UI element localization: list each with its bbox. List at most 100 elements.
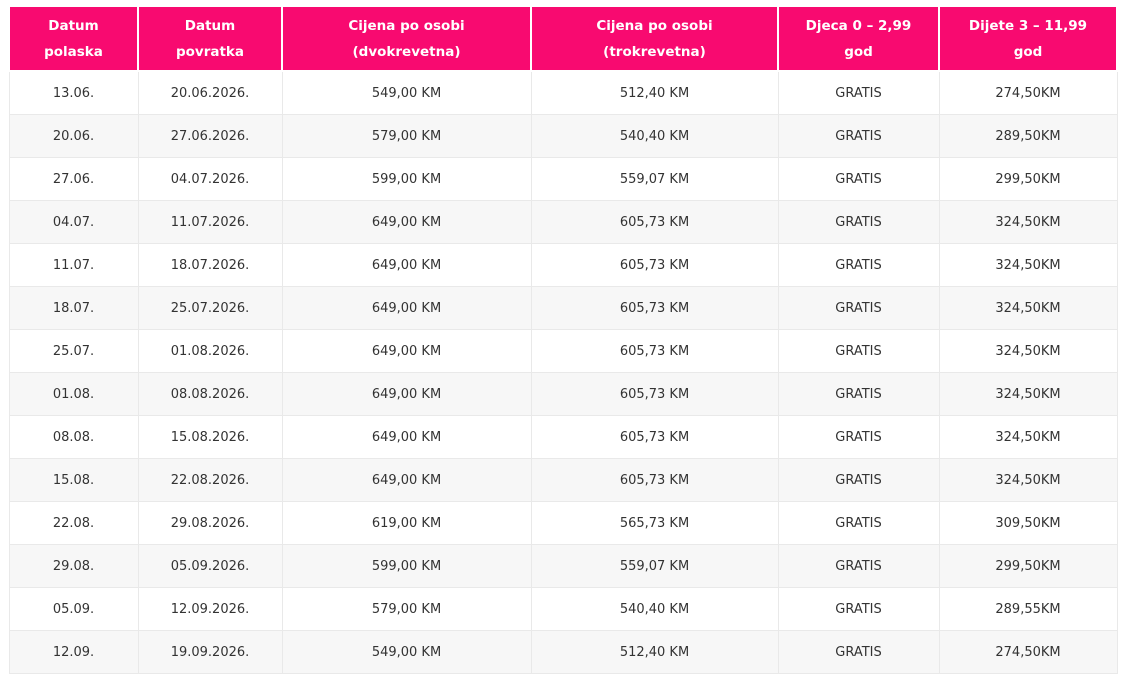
table-row: 05.09. 12.09.2026. 579,00 KM 540,40 KM GRATI… xyxy=(8,587,1118,631)
table-row: 29.08. 05.09.2026. 599,00 KM 559,07 KM GRATI… xyxy=(8,544,1118,588)
table-cell: 649,00 KM xyxy=(281,286,532,330)
table-row: 11.07. 18.07.2026. 649,00 KM 605,73 KM GRATI… xyxy=(8,243,1118,287)
table-cell: 27.06.2026. xyxy=(137,114,283,158)
table-cell: 289,55KM xyxy=(938,587,1118,631)
header-line: polaska xyxy=(44,43,103,60)
table-cell: GRATIS xyxy=(777,157,940,201)
table-body: 13.06. 20.06.2026. 549,00 KM 512,40 KM GRATI… xyxy=(8,70,1118,674)
table-row: 22.08. 29.08.2026. 619,00 KM 565,73 KM GRATI… xyxy=(8,501,1118,545)
header-line: Cijena po osobi xyxy=(596,17,713,34)
table-cell: GRATIS xyxy=(777,372,940,416)
table-cell: 25.07.2026. xyxy=(137,286,283,330)
table-cell: 579,00 KM xyxy=(281,587,532,631)
table-cell: 15.08. xyxy=(8,458,139,502)
table-cell: 18.07.2026. xyxy=(137,243,283,287)
table-cell: GRATIS xyxy=(777,544,940,588)
table-row: 08.08. 15.08.2026. 649,00 KM 605,73 KM GRATI… xyxy=(8,415,1118,459)
table-cell: 649,00 KM xyxy=(281,200,532,244)
table-cell: 512,40 KM xyxy=(530,630,779,674)
table-row: 27.06. 04.07.2026. 599,00 KM 559,07 KM GRATI… xyxy=(8,157,1118,201)
table-cell: 05.09. xyxy=(8,587,139,631)
table-cell: 324,50KM xyxy=(938,372,1118,416)
table-cell: 605,73 KM xyxy=(530,329,779,373)
table-cell: 274,50KM xyxy=(938,70,1118,115)
column-header-cijena-trokrevetna: Cijena po osobi (trokrevetna) xyxy=(530,5,779,72)
table-cell: 309,50KM xyxy=(938,501,1118,545)
table-cell: 29.08.2026. xyxy=(137,501,283,545)
table-cell: 274,50KM xyxy=(938,630,1118,674)
table-cell: 19.09.2026. xyxy=(137,630,283,674)
table-cell: 599,00 KM xyxy=(281,544,532,588)
table-row: 12.09. 19.09.2026. 549,00 KM 512,40 KM GRATI… xyxy=(8,630,1118,674)
table-cell: 549,00 KM xyxy=(281,630,532,674)
table-cell: GRATIS xyxy=(777,286,940,330)
table-row: 20.06. 27.06.2026. 579,00 KM 540,40 KM GRATI… xyxy=(8,114,1118,158)
table-cell: 15.08.2026. xyxy=(137,415,283,459)
table-cell: 299,50KM xyxy=(938,157,1118,201)
table-cell: 08.08.2026. xyxy=(137,372,283,416)
table-cell: 08.08. xyxy=(8,415,139,459)
table-cell: 01.08.2026. xyxy=(137,329,283,373)
table-cell: 649,00 KM xyxy=(281,415,532,459)
header-line: Djeca 0 – 2,99 xyxy=(805,17,912,34)
table-cell: GRATIS xyxy=(777,630,940,674)
column-header-datum-povratka: Datum povratka xyxy=(137,5,283,72)
table-cell: 599,00 KM xyxy=(281,157,532,201)
table-cell: GRATIS xyxy=(777,458,940,502)
table-cell: 27.06. xyxy=(8,157,139,201)
table-row: 25.07. 01.08.2026. 649,00 KM 605,73 KM GRATI… xyxy=(8,329,1118,373)
table-cell: 20.06. xyxy=(8,114,139,158)
table-cell: 13.06. xyxy=(8,70,139,115)
table-cell: 25.07. xyxy=(8,329,139,373)
table-row: 04.07. 11.07.2026. 649,00 KM 605,73 KM GRATI… xyxy=(8,200,1118,244)
table-cell: 20.06.2026. xyxy=(137,70,283,115)
table-cell: 18.07. xyxy=(8,286,139,330)
table-cell: 605,73 KM xyxy=(530,372,779,416)
table-cell: 324,50KM xyxy=(938,415,1118,459)
table-cell: 549,00 KM xyxy=(281,70,532,115)
header-line: god xyxy=(1013,43,1043,60)
table-cell: GRATIS xyxy=(777,501,940,545)
header-line: Datum xyxy=(48,17,99,34)
table-cell: 324,50KM xyxy=(938,243,1118,287)
table-cell: GRATIS xyxy=(777,70,940,115)
column-header-djeca-0-299: Djeca 0 – 2,99 god xyxy=(777,5,940,72)
table-cell: 565,73 KM xyxy=(530,501,779,545)
column-header-cijena-dvokrevetna: Cijena po osobi (dvokrevetna) xyxy=(281,5,532,72)
table-cell: GRATIS xyxy=(777,329,940,373)
table-cell: 04.07. xyxy=(8,200,139,244)
header-line: god xyxy=(844,43,873,60)
table-cell: 605,73 KM xyxy=(530,243,779,287)
table-cell: 559,07 KM xyxy=(530,157,779,201)
table-cell: 01.08. xyxy=(8,372,139,416)
header-line: povratka xyxy=(175,43,245,60)
table-cell: 22.08.2026. xyxy=(137,458,283,502)
table-cell: 289,50KM xyxy=(938,114,1118,158)
table-row: 01.08. 08.08.2026. 649,00 KM 605,73 KM GRATI… xyxy=(8,372,1118,416)
table-cell: 559,07 KM xyxy=(530,544,779,588)
table-cell: 605,73 KM xyxy=(530,200,779,244)
header-line: Datum xyxy=(184,17,236,34)
table-cell: GRATIS xyxy=(777,243,940,287)
table-cell: 619,00 KM xyxy=(281,501,532,545)
header-line: (dvokrevetna) xyxy=(352,43,461,60)
header-line: (trokrevetna) xyxy=(603,43,706,60)
column-header-datum-polaska: Datum polaska xyxy=(8,5,139,72)
table-cell: GRATIS xyxy=(777,587,940,631)
table-cell: GRATIS xyxy=(777,200,940,244)
table-cell: 324,50KM xyxy=(938,200,1118,244)
header-line: Cijena po osobi xyxy=(348,17,465,34)
table-cell: 605,73 KM xyxy=(530,286,779,330)
header-line: Dijete 3 – 11,99 xyxy=(968,17,1088,34)
table-cell: 05.09.2026. xyxy=(137,544,283,588)
table-cell: 605,73 KM xyxy=(530,458,779,502)
table-cell: 324,50KM xyxy=(938,329,1118,373)
table-header: Datum polaska Datum povratka Cijena po o… xyxy=(8,5,1118,72)
table-header-row: Datum polaska Datum povratka Cijena po o… xyxy=(8,5,1118,72)
table-cell: 649,00 KM xyxy=(281,458,532,502)
table-cell: 649,00 KM xyxy=(281,372,532,416)
table-cell: 540,40 KM xyxy=(530,587,779,631)
table-row: 13.06. 20.06.2026. 549,00 KM 512,40 KM GRATI… xyxy=(8,70,1118,115)
table-cell: 11.07.2026. xyxy=(137,200,283,244)
